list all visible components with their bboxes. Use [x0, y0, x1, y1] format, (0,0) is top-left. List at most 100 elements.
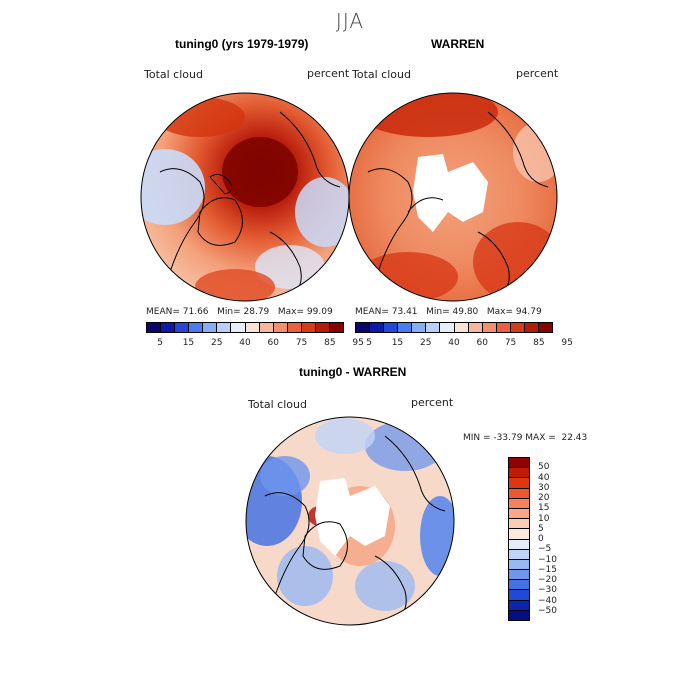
panel3-colorbar: [508, 457, 530, 621]
colorbar-tick-label: −10: [538, 554, 557, 565]
colorbar-tick-label: 30: [538, 482, 550, 493]
colorbar-tick-label: 5: [157, 338, 164, 348]
colorbar-swatch: [440, 323, 455, 332]
colorbar-swatch: [482, 323, 497, 332]
panel3-minmax: MIN = -33.79 MAX = 22.43: [463, 433, 588, 443]
figure-title: JJA: [335, 9, 365, 33]
colorbar-swatch: [509, 580, 529, 591]
colorbar-swatch: [509, 549, 529, 560]
panel2-colorbar-labels: 5 15 25 40 60 75 85 95: [355, 338, 573, 350]
colorbar-swatch: [509, 590, 529, 601]
colorbar-swatch: [509, 610, 529, 620]
panel1-min: 28.79: [243, 307, 270, 317]
panel2-min-label: Min=: [426, 307, 450, 317]
colorbar-swatch: [330, 323, 344, 332]
colorbar-tick-label: 10: [538, 513, 550, 524]
colorbar-swatch: [509, 529, 529, 540]
colorbar-tick-label: 15: [182, 338, 195, 348]
colorbar-swatch: [370, 323, 385, 332]
colorbar-swatch: [161, 323, 176, 332]
colorbar-swatch: [245, 323, 260, 332]
colorbar-tick-label: 50: [538, 462, 550, 473]
colorbar-swatch: [509, 508, 529, 520]
colorbar-swatch: [259, 323, 274, 332]
colorbar-tick-label: 5: [366, 338, 373, 348]
colorbar-tick-label: 5: [538, 523, 544, 534]
panel2-mean-label: MEAN=: [355, 307, 389, 317]
colorbar-tick-label: −20: [538, 575, 557, 585]
colorbar-tick-label: 75: [295, 338, 308, 348]
panel2-units-label: percent: [516, 67, 559, 80]
colorbar-swatch: [384, 323, 399, 332]
colorbar-tick-label: 0: [538, 534, 544, 544]
colorbar-tick-label: 85: [324, 338, 336, 348]
colorbar-tick-label: 40: [448, 338, 460, 348]
colorbar-swatch: [539, 323, 553, 332]
colorbar-tick-label: 25: [419, 338, 432, 348]
panel1-stats: MEAN= 71.66 Min= 28.79 Max= 99.09: [146, 307, 333, 317]
colorbar-swatch: [509, 600, 529, 611]
colorbar-swatch: [412, 323, 427, 332]
panel2-max-label: Max=: [486, 307, 514, 317]
panel1-mean-label: MEAN=: [146, 307, 180, 317]
colorbar-tick-label: 85: [533, 338, 545, 348]
panel2-colorbar: [355, 322, 553, 333]
colorbar-tick-label: −40: [538, 595, 557, 606]
panel2-polar-map: [348, 92, 558, 302]
colorbar-swatch: [509, 498, 529, 509]
colorbar-swatch: [287, 323, 302, 332]
colorbar-swatch: [468, 323, 483, 332]
colorbar-swatch: [147, 323, 162, 332]
colorbar-swatch: [175, 323, 190, 332]
colorbar-tick-label: 25: [210, 338, 223, 348]
panel2-max: 94.79: [515, 307, 542, 317]
panel2-variable-label: Total cloud: [352, 68, 411, 81]
colorbar-tick-label: 75: [504, 338, 517, 348]
colorbar-tick-label: 15: [391, 338, 404, 348]
colorbar-swatch: [273, 323, 288, 332]
colorbar-swatch: [509, 478, 529, 489]
colorbar-swatch: [426, 323, 441, 332]
colorbar-swatch: [496, 323, 511, 332]
colorbar-tick-label: −50: [538, 605, 557, 616]
colorbar-swatch: [217, 323, 232, 332]
colorbar-swatch: [356, 323, 371, 332]
panel1-title: tuning0 (yrs 1979-1979): [175, 37, 309, 51]
panel2-mean: 73.41: [391, 307, 418, 317]
panel3-units-label: percent: [411, 396, 454, 409]
panel1-polar-map: [140, 92, 350, 302]
colorbar-tick-label: 60: [476, 338, 489, 348]
panel2-min: 49.80: [452, 307, 479, 317]
colorbar-swatch: [509, 458, 529, 469]
panel3-colorbar-labels: 50 40 30 20 15 10 5 0 −5 −10 −15 −20 −30 −40 −50: [538, 457, 578, 621]
colorbar-swatch: [510, 323, 525, 332]
colorbar-swatch: [454, 323, 469, 332]
panel1-colorbar-labels: 5 15 25 40 60 75 85 95: [146, 338, 364, 350]
colorbar-swatch: [509, 519, 529, 530]
colorbar-tick-label: 95: [561, 338, 573, 348]
colorbar-tick-label: 15: [538, 503, 550, 514]
colorbar-swatch: [509, 539, 529, 550]
panel1-units-label: percent: [307, 67, 350, 80]
colorbar-tick-label: 95: [352, 338, 364, 348]
colorbar-tick-label: −15: [538, 564, 557, 575]
colorbar-swatch: [524, 323, 540, 332]
colorbar-swatch: [509, 570, 529, 581]
colorbar-swatch: [509, 559, 529, 571]
panel1-max-label: Max=: [277, 307, 305, 317]
colorbar-tick-label: 20: [538, 493, 550, 503]
colorbar-swatch: [189, 323, 204, 332]
panel3-title: tuning0 - WARREN: [299, 365, 407, 379]
colorbar-swatch: [315, 323, 331, 332]
colorbar-swatch: [231, 323, 246, 332]
panel2-stats: MEAN= 73.41 Min= 49.80 Max= 94.79: [355, 307, 542, 317]
panel1-max: 99.09: [306, 307, 333, 317]
colorbar-tick-label: 40: [239, 338, 251, 348]
panel1-colorbar: [146, 322, 344, 333]
panel1-variable-label: Total cloud: [144, 68, 203, 81]
panel1-min-label: Min=: [217, 307, 241, 317]
colorbar-tick-label: −30: [538, 585, 557, 596]
colorbar-swatch: [509, 468, 529, 479]
colorbar-tick-label: −5: [538, 544, 552, 555]
panel3-variable-label: Total cloud: [248, 398, 307, 411]
